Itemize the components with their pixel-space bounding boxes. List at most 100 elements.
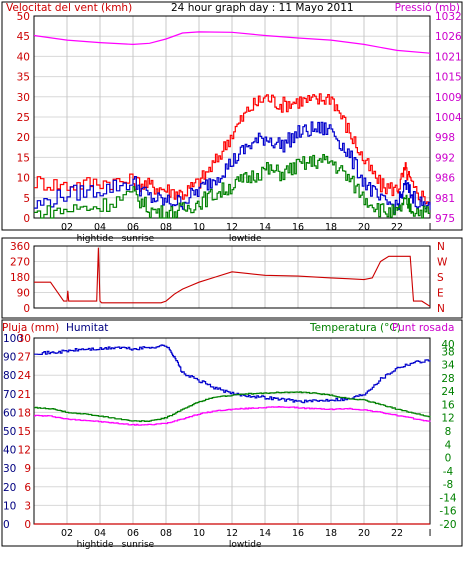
- pressure-tick-label: 992: [435, 152, 455, 164]
- hour-tick-label: 16: [292, 222, 304, 233]
- series-line-temperatura: [34, 391, 431, 423]
- direction-tick-label: 180: [10, 272, 30, 284]
- temperature-tick-label: -4: [443, 466, 454, 478]
- temperature-tick-label: 40: [441, 339, 454, 351]
- hour-tick-label: 22: [391, 222, 403, 233]
- compass-tick-label: N: [437, 303, 445, 315]
- wind-tick-label: 20: [17, 132, 30, 144]
- humidity-tick-label: 80: [3, 370, 16, 382]
- wind-tick-label: 45: [17, 31, 30, 43]
- humidity-tick-label: 40: [3, 445, 16, 457]
- hour-tick-label: 08: [160, 222, 172, 233]
- hour-tick-label: 04: [94, 528, 106, 539]
- humidity-tick-label: 60: [3, 407, 16, 419]
- temperature-tick-label: 12: [441, 413, 454, 425]
- humidity-tick-label: 90: [3, 352, 16, 364]
- wind-tick-label: 0: [23, 213, 30, 225]
- temperature-tick-label: -8: [443, 479, 453, 491]
- rain-axis-title: Pluja (mm): [2, 322, 59, 334]
- direction-tick-label: 270: [10, 257, 30, 269]
- pressure-tick-label: 1021: [435, 51, 462, 63]
- hour-tick-label: 10: [193, 222, 205, 233]
- pressure-tick-label: 1032: [435, 11, 462, 23]
- hour-tick-label: 14: [259, 528, 271, 539]
- hour-tick-label: 22: [391, 528, 403, 539]
- hour-tick-label: 14: [259, 222, 271, 233]
- chart-axes: [1, 1, 463, 547]
- tide-sun-annotation: lowtide: [229, 234, 262, 244]
- pressure-tick-label: 1004: [435, 112, 462, 124]
- compass-tick-label: N: [437, 241, 445, 253]
- temperature-tick-label: -16: [439, 506, 456, 518]
- chart-marks: [33, 31, 431, 525]
- pressure-tick-label: 975: [435, 213, 455, 225]
- humidity-tick-label: 30: [3, 463, 16, 475]
- temperature-tick-label: 34: [441, 360, 455, 372]
- compass-tick-label: W: [437, 257, 448, 269]
- hour-tick-label: 06: [127, 222, 139, 233]
- pressure-tick-label: 998: [435, 132, 455, 144]
- series-line-pressi-: [33, 31, 431, 54]
- temperature-tick-label: 28: [441, 373, 454, 385]
- chart-title: 24 hour graph day : 11 Mayo 2011: [171, 2, 354, 14]
- rain-tick-label: 6: [24, 482, 31, 494]
- direction-tick-label: 90: [17, 288, 30, 300]
- tide-sun-annotation: sunrise: [122, 234, 155, 244]
- humidity-tick-label: 0: [3, 519, 10, 531]
- hour-tick-label: 04: [94, 222, 106, 233]
- direction-tick-label: 360: [10, 241, 30, 253]
- series-line-wind-avg: [34, 121, 431, 214]
- temperature-tick-label: -14: [439, 492, 456, 504]
- pressure-tick-label: 981: [435, 193, 455, 205]
- panel-temperature-frame: [1, 319, 463, 547]
- hour-tick-label: 06: [127, 528, 139, 539]
- pressure-tick-label: 1026: [435, 31, 462, 43]
- pressure-axis-title: Pressió (mb): [395, 2, 460, 14]
- panel-wind-frame: [1, 1, 463, 231]
- temperature-tick-label: 8: [445, 426, 452, 438]
- direction-tick-label: 0: [23, 303, 30, 315]
- rain-tick-label: 27: [18, 352, 31, 364]
- humidity-tick-label: 20: [3, 482, 16, 494]
- rain-tick-label: 12: [18, 445, 31, 457]
- direction-plot-area: [33, 245, 431, 309]
- temperature-axis-title: Temperatura (°C): [309, 322, 401, 334]
- hour-tick-label: 02: [61, 528, 73, 539]
- temperature-tick-label: 38: [441, 346, 454, 358]
- humidity-tick-label: 100: [3, 333, 23, 345]
- humidity-axis-title: Humitat: [66, 322, 108, 334]
- hour-tick-label: 20: [358, 222, 370, 233]
- wind-tick-label: 35: [17, 72, 30, 84]
- tide-sun-annotation: hightide: [77, 234, 114, 244]
- chart-labels: Velocitat del vent (kmh) 24 hour graph da…: [2, 2, 462, 550]
- wind-tick-label: 40: [17, 51, 30, 63]
- hour-tick-label: 02: [61, 222, 73, 233]
- humidity-tick-label: 10: [3, 500, 16, 512]
- hour-tick-label: 12: [226, 222, 238, 233]
- temperature-tick-label: -20: [439, 519, 456, 531]
- series-line-punt-rosada: [34, 406, 431, 426]
- wind-tick-label: 30: [17, 92, 30, 104]
- series-line-humitat: [34, 344, 431, 404]
- hour-tick-label: 20: [358, 528, 370, 539]
- compass-tick-label: S: [437, 272, 444, 284]
- wind-tick-label: 5: [23, 193, 30, 205]
- wind-plot-area: [33, 15, 431, 219]
- panel-direction-frame: [1, 237, 463, 319]
- temperature-tick-label: 16: [441, 399, 455, 411]
- wind-tick-label: 15: [17, 152, 30, 164]
- temperature-tick-label: 0: [445, 453, 452, 465]
- temperature-tick-label: 4: [445, 439, 452, 451]
- wind-tick-label: 10: [17, 173, 30, 185]
- pressure-tick-label: 1009: [435, 92, 462, 104]
- wind-axis-title: Velocitat del vent (kmh): [6, 2, 132, 14]
- humidity-tick-label: 70: [3, 389, 16, 401]
- tide-sun-annotation: hightide: [77, 540, 114, 550]
- rain-tick-label: 0: [24, 519, 31, 531]
- series-line-wind-min: [34, 154, 431, 219]
- pressure-tick-label: 986: [435, 173, 455, 185]
- wind-tick-label: 25: [17, 112, 30, 124]
- hour-tick-label: 08: [160, 528, 172, 539]
- rain-tick-label: 21: [18, 389, 31, 401]
- rain-tick-label: 30: [18, 333, 31, 345]
